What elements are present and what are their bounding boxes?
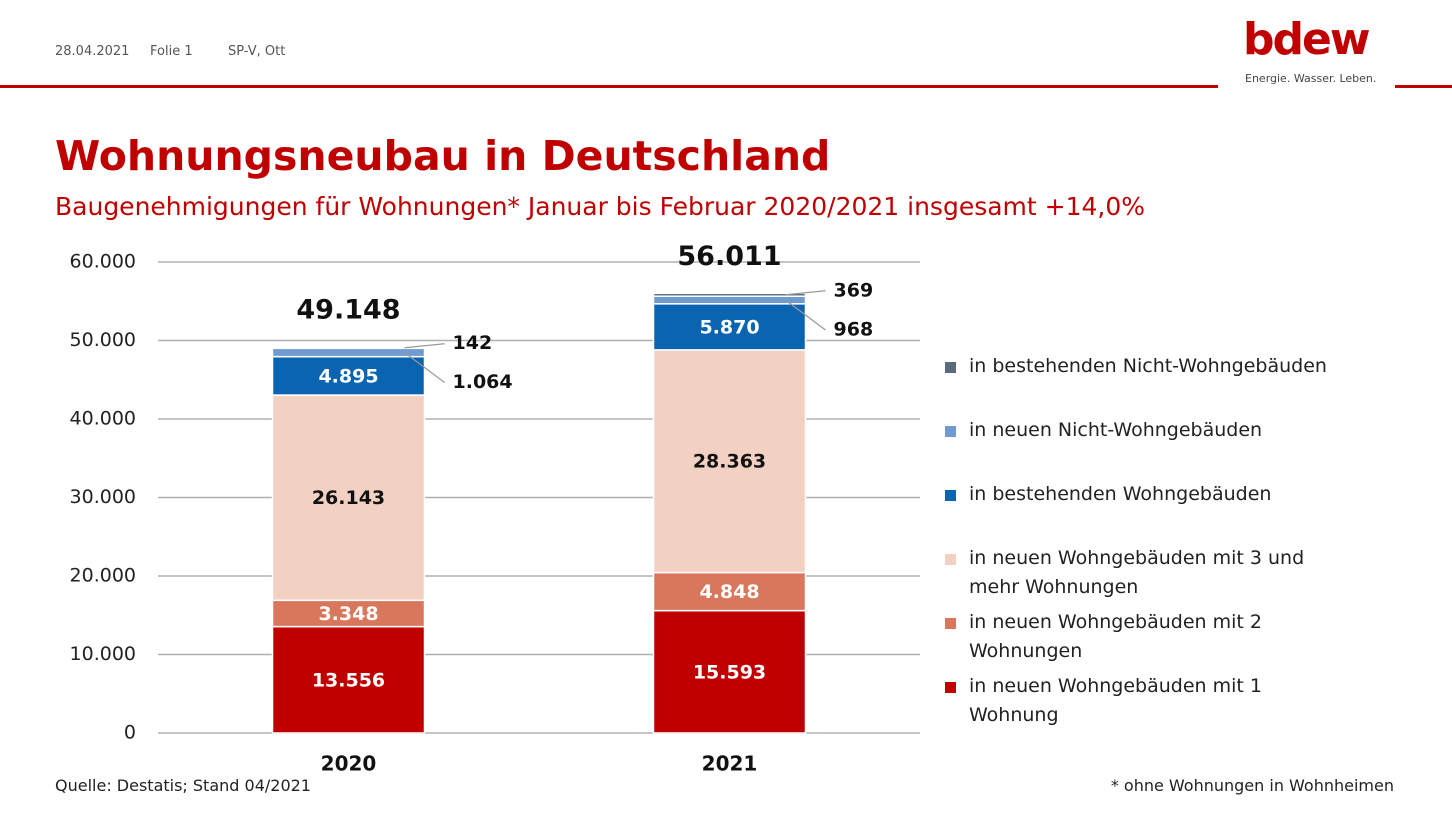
value-label: 5.870 — [699, 316, 759, 338]
leader-line — [404, 351, 445, 383]
author: SP-V, Ott — [228, 44, 286, 59]
leader-line — [785, 299, 826, 331]
y-tick-label: 60.000 — [70, 251, 136, 273]
y-tick-label: 10.000 — [70, 643, 136, 665]
header-rule — [0, 85, 1218, 88]
subtitle: Baugenehmigungen für Wohnungen* Januar b… — [55, 192, 1146, 221]
legend-swatch — [945, 682, 956, 693]
bar-segment — [271, 346, 426, 350]
legend-item: in neuen Wohngebäuden mit 3 und mehr Woh… — [945, 544, 1345, 608]
total-label: 49.148 — [296, 295, 400, 326]
legend-label: in neuen Wohngebäuden mit 2 Wohnungen — [969, 611, 1262, 662]
bar-segment — [652, 571, 807, 612]
y-tick-label: 50.000 — [70, 329, 136, 351]
leader-line — [404, 343, 445, 349]
leader-line — [785, 290, 826, 296]
legend-label: in neuen Wohngebäuden mit 1 Wohnung — [969, 675, 1262, 726]
title: Wohnungsneubau in Deutschland — [55, 132, 831, 180]
value-label: 1.064 — [453, 371, 513, 393]
legend-swatch — [945, 426, 956, 437]
header-rule — [1395, 85, 1452, 88]
legend-item: in bestehenden Wohngebäuden — [945, 480, 1345, 544]
slide-number: Folie 1 — [150, 44, 193, 59]
y-tick-label: 30.000 — [70, 486, 136, 508]
x-tick-label: 2021 — [702, 752, 758, 776]
legend-swatch — [945, 362, 956, 373]
bar-segment — [271, 355, 426, 396]
legend-item: in bestehenden Nicht-Wohngebäuden — [945, 352, 1345, 416]
value-label: 4.848 — [699, 581, 759, 603]
legend-item: in neuen Nicht-Wohngebäuden — [945, 416, 1345, 480]
value-label: 13.556 — [312, 669, 385, 691]
bar-segment — [271, 347, 426, 358]
x-tick-label: 2020 — [321, 752, 377, 776]
legend-swatch — [945, 554, 956, 565]
value-label: 4.895 — [318, 365, 378, 387]
bar-segment — [271, 599, 426, 628]
y-tick-label: 20.000 — [70, 565, 136, 587]
y-tick-label: 0 — [124, 722, 136, 744]
value-label: 26.143 — [312, 487, 385, 509]
value-label: 15.593 — [693, 661, 766, 683]
legend: in bestehenden Nicht-Wohngebäuden in neue… — [945, 352, 1345, 736]
bar-segment — [652, 295, 807, 305]
chart: 0 10.000 20.000 30.000 40.000 50.000 60.000 202… — [70, 241, 920, 776]
value-label: 968 — [834, 319, 874, 341]
y-tick-label: 40.000 — [70, 408, 136, 430]
legend-label: in bestehenden Nicht-Wohngebäuden — [969, 355, 1327, 377]
value-label: 369 — [834, 279, 874, 301]
bar-segment — [271, 394, 426, 602]
value-label: 3.348 — [318, 603, 378, 625]
logo: bdew — [1243, 14, 1370, 65]
legend-label: in neuen Wohngebäuden mit 3 und mehr Woh… — [969, 547, 1305, 598]
tagline: Energie. Wasser. Leben. — [1245, 72, 1377, 85]
legend-item: in neuen Wohngebäuden mit 2 Wohnungen — [945, 608, 1345, 672]
bar-segment — [652, 292, 807, 297]
legend-swatch — [945, 618, 956, 629]
legend-label: in neuen Nicht-Wohngebäuden — [969, 419, 1263, 441]
legend-item: in neuen Wohngebäuden mit 1 Wohnung — [945, 672, 1345, 736]
legend-label: in bestehenden Wohngebäuden — [969, 483, 1272, 505]
bar-segment — [271, 625, 426, 734]
footnote: * ohne Wohnungen in Wohnheimen — [1110, 776, 1394, 795]
value-label: 142 — [453, 332, 493, 354]
total-label: 56.011 — [677, 241, 781, 272]
value-label: 28.363 — [693, 451, 766, 473]
bar-segment — [652, 349, 807, 574]
bar-segment — [652, 609, 807, 734]
source: Quelle: Destatis; Stand 04/2021 — [55, 776, 311, 795]
date: 28.04.2021 — [55, 44, 130, 59]
legend-swatch — [945, 490, 956, 501]
